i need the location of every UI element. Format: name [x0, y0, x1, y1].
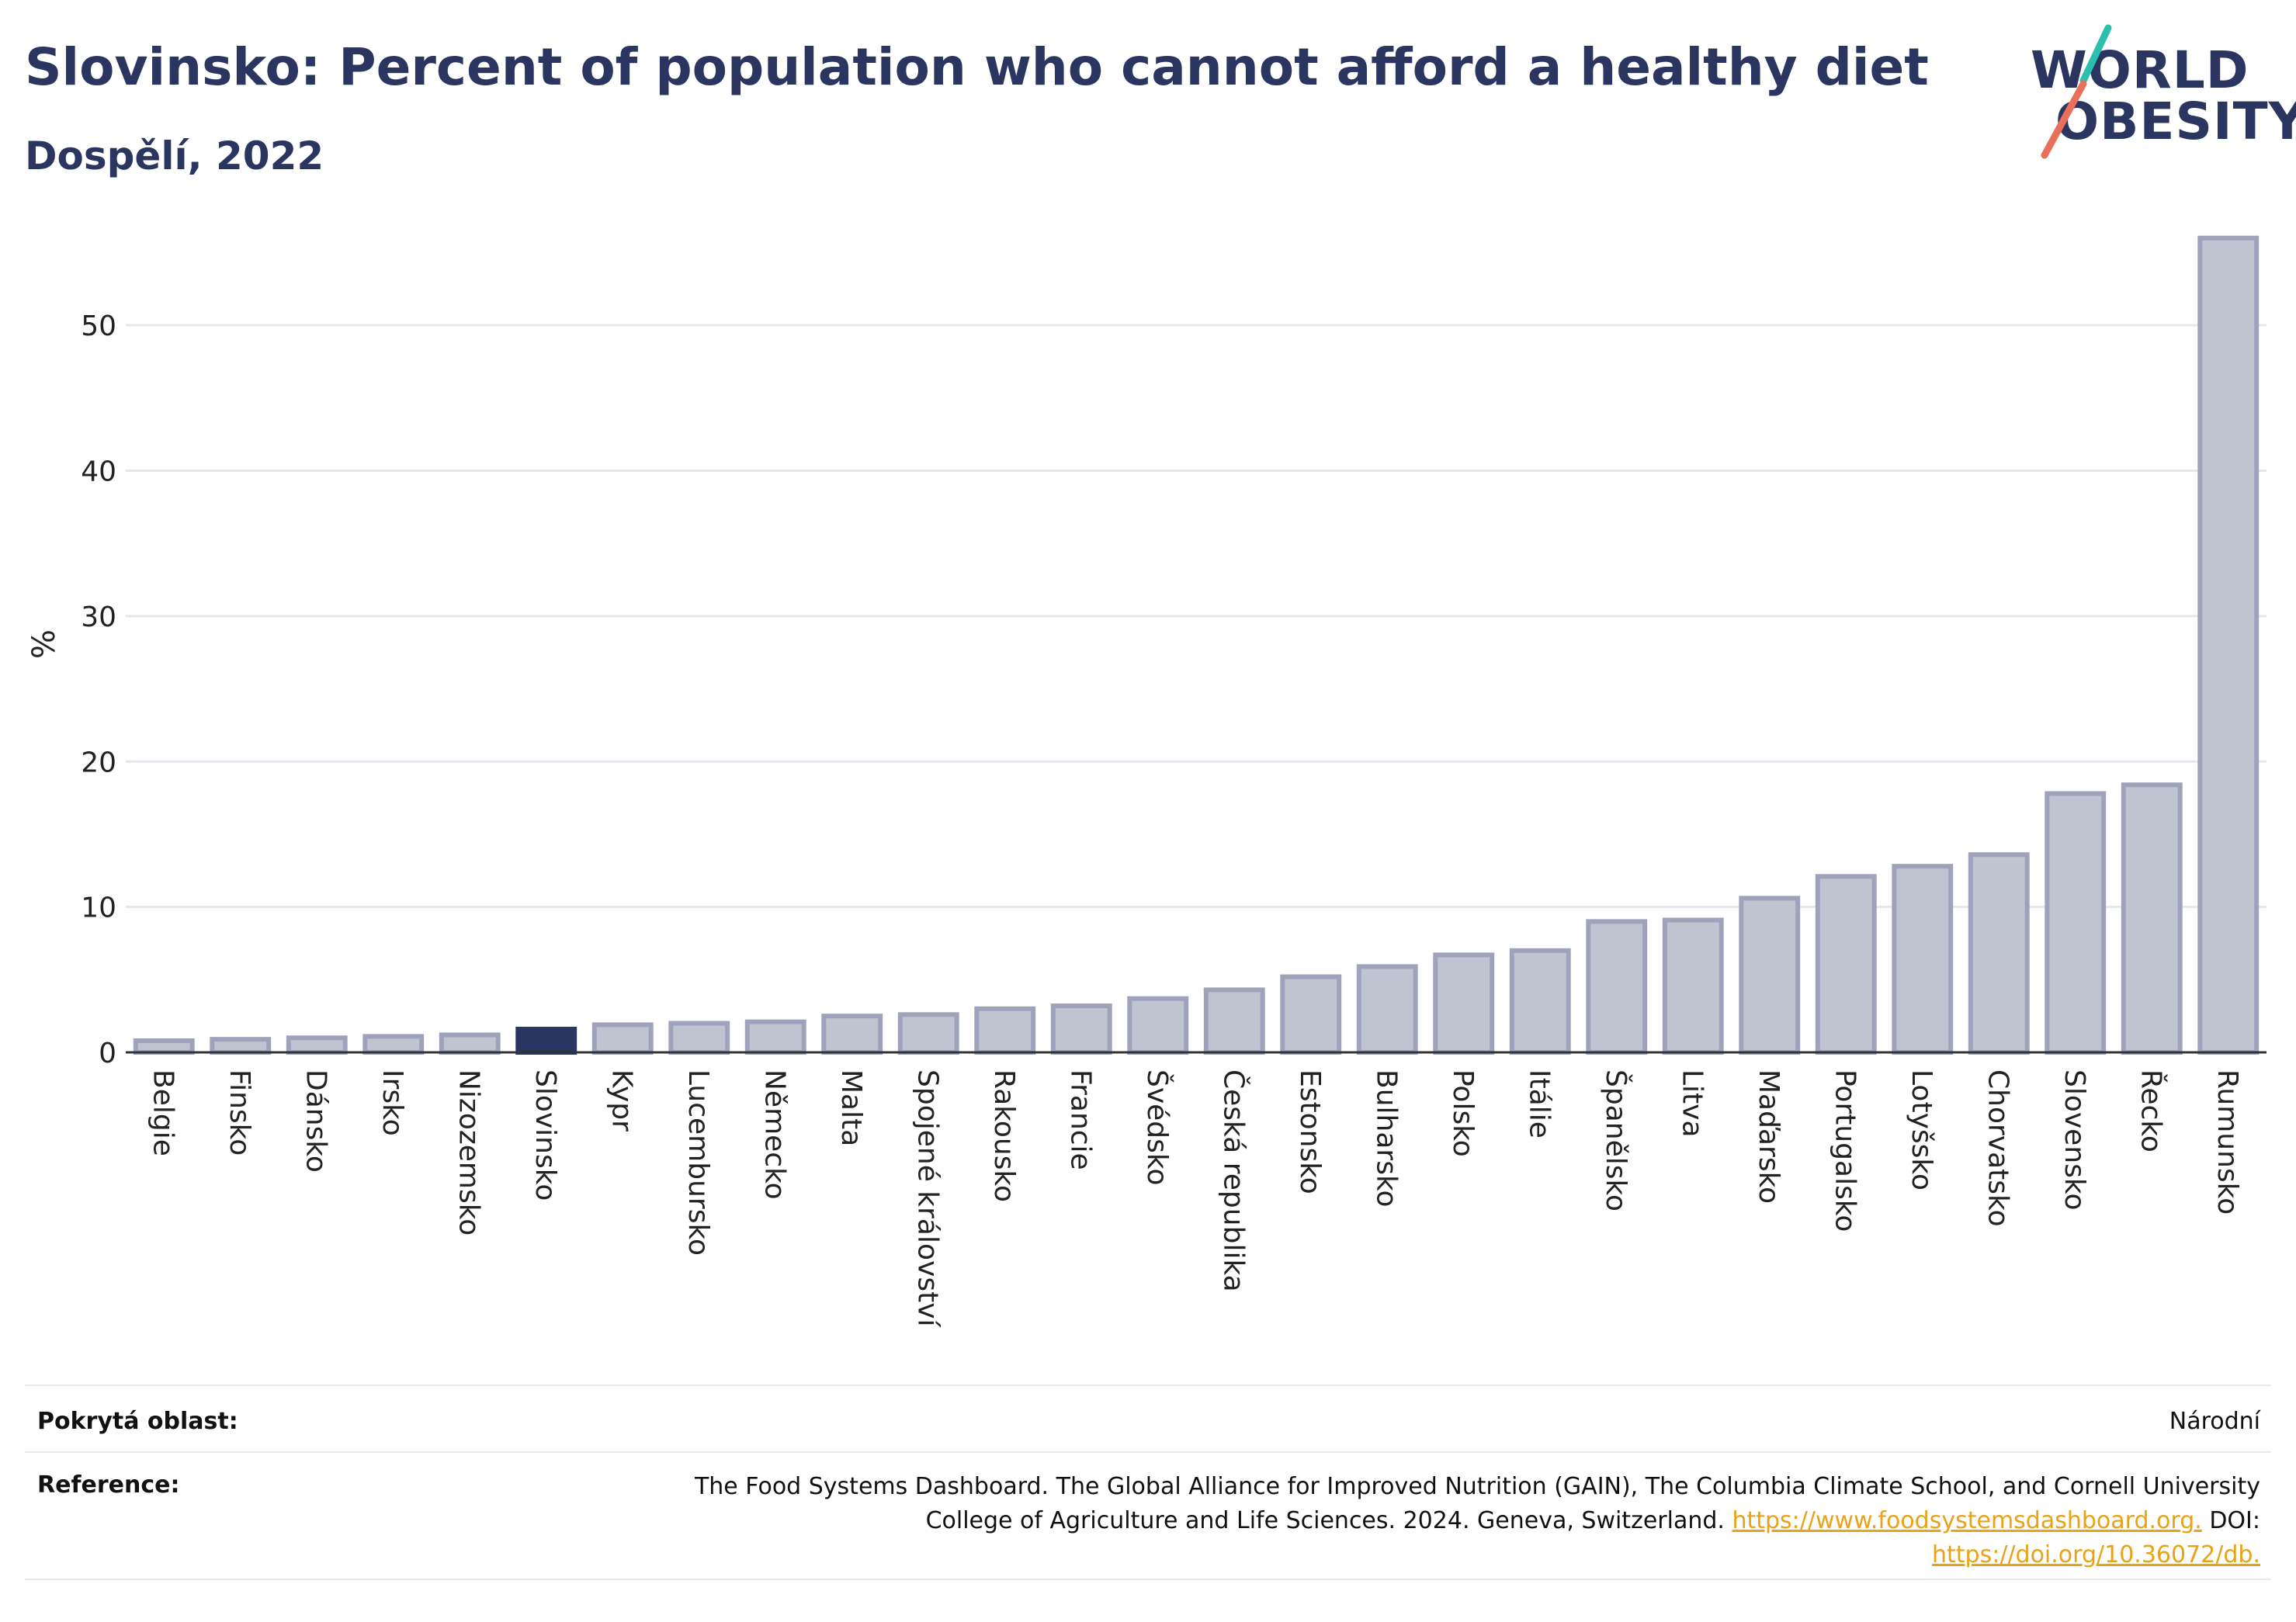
world-obesity-logo: WORLD OBESITY [2018, 19, 2296, 166]
bar [821, 1014, 883, 1055]
x-tick-label: Rakousko [988, 1069, 1020, 1202]
bar [1050, 1003, 1112, 1055]
bar [591, 1022, 654, 1055]
y-tick-label: 30 [81, 601, 116, 633]
x-tick-label: Bulharsko [1370, 1069, 1402, 1208]
x-tick-label: Česká republika [1217, 1069, 1250, 1292]
x-tick-label: Estonsko [1294, 1069, 1326, 1194]
x-tick-label: Rumunsko [2211, 1069, 2243, 1215]
doi-label: DOI: [2201, 1507, 2260, 1534]
x-tick-label: Kypr [605, 1069, 637, 1132]
bar [1127, 996, 1189, 1055]
x-tick-label: Spojené království [911, 1069, 943, 1328]
footer-divider-top [25, 1385, 2271, 1386]
x-tick-label: Malta [835, 1069, 867, 1146]
reference-text: The Food Systems Dashboard. The Global A… [491, 1470, 2260, 1572]
doi-link[interactable]: https://doi.org/10.36072/db. [1932, 1541, 2260, 1568]
x-tick-label: Německo [758, 1069, 790, 1200]
y-tick-label: 20 [81, 747, 116, 778]
bar [133, 1038, 195, 1055]
bar [362, 1034, 425, 1055]
bar [1815, 874, 1877, 1055]
x-tick-label: Švédsko [1141, 1069, 1174, 1186]
x-tick-label: Dánsko [300, 1069, 331, 1173]
bar [1203, 987, 1265, 1055]
reference-label: Reference: [37, 1471, 180, 1499]
bar [1509, 948, 1571, 1055]
logo-line-1: WORLD [2031, 40, 2249, 100]
bar [2197, 235, 2260, 1055]
x-tick-label: Slovensko [2058, 1069, 2090, 1211]
bar [1968, 852, 2030, 1055]
bar [1280, 974, 1342, 1055]
y-tick-label: 10 [81, 892, 116, 924]
dashboard-link[interactable]: https://www.foodsystemsdashboard.org. [1732, 1507, 2202, 1534]
x-tick-label: Řecko [2135, 1069, 2167, 1152]
y-axis-label: % [26, 629, 62, 659]
x-tick-label: Lucembursko [682, 1069, 714, 1256]
bar [515, 1027, 577, 1055]
y-tick-label: 0 [99, 1038, 116, 1069]
bar [439, 1032, 501, 1055]
x-tick-label: Irsko [376, 1069, 408, 1136]
bar [1662, 917, 1724, 1055]
x-tick-label: Portugalsko [1829, 1069, 1861, 1232]
y-tick-label: 50 [81, 310, 116, 342]
bar [744, 1019, 806, 1055]
bar [1433, 952, 1495, 1055]
bar [668, 1021, 730, 1055]
bar [897, 1012, 959, 1055]
bar [2121, 782, 2183, 1055]
reference-text-line-1: The Food Systems Dashboard. The Global A… [694, 1473, 2260, 1500]
x-tick-label: Finsko [224, 1069, 255, 1156]
chart-title: Slovinsko: Percent of population who can… [25, 37, 1929, 97]
x-tick-label: Lotyšsko [1906, 1069, 1937, 1191]
x-tick-label: Slovinsko [529, 1069, 561, 1201]
y-tick-label: 40 [81, 456, 116, 488]
bar [1356, 964, 1418, 1055]
x-tick-label: Chorvatsko [1982, 1069, 2013, 1227]
x-tick-label: Belgie [147, 1069, 179, 1156]
bar [210, 1037, 272, 1055]
bar [286, 1035, 348, 1055]
logo-line-2: OBESITY [2055, 92, 2296, 151]
bar-chart: 0 10 20 30 40 50% Belgie Finsko Dánsko Irsko Nizoz… [26, 235, 2267, 1328]
x-tick-label: Španělsko [1600, 1069, 1632, 1211]
chart-subtitle: Dospělí, 2022 [25, 133, 324, 178]
footer-divider-middle [25, 1451, 2271, 1453]
bar [974, 1006, 1036, 1055]
x-tick-label: Litva [1676, 1069, 1708, 1138]
x-tick-label: Nizozemsko [453, 1069, 484, 1236]
coverage-value: Národní [2169, 1408, 2260, 1435]
logo-slash-icon [2041, 24, 2112, 159]
x-tick-label: Polsko [1447, 1069, 1479, 1157]
bar [1892, 864, 1954, 1055]
bar [1586, 919, 1648, 1055]
coverage-label: Pokrytá oblast: [37, 1408, 238, 1435]
x-tick-label: Francie [1064, 1069, 1096, 1170]
footer-divider-bottom [25, 1579, 2271, 1580]
x-tick-label: Maďarsko [1753, 1069, 1784, 1204]
reference-text-line-2: College of Agriculture and Life Sciences… [925, 1507, 1732, 1534]
bar [1739, 896, 1801, 1055]
x-tick-label: Itálie [1523, 1069, 1555, 1139]
bar [2045, 791, 2107, 1055]
